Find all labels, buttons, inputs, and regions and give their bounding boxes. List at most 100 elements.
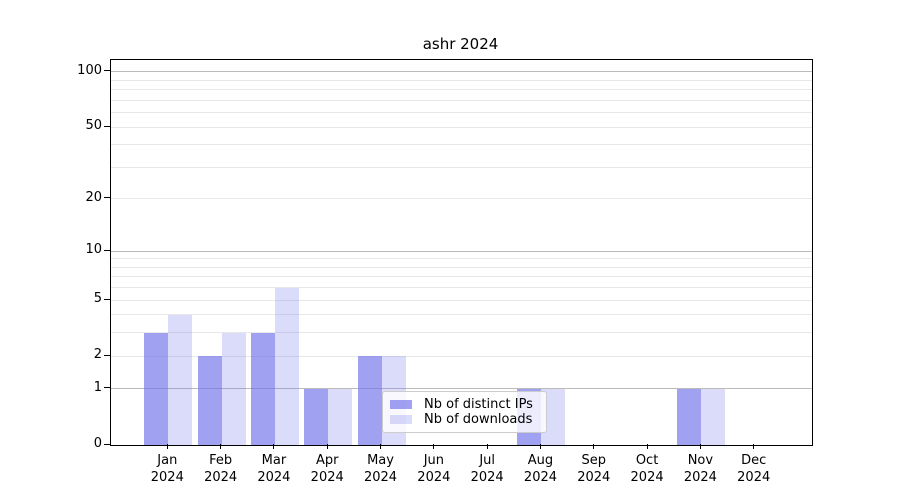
- bar-apr-distinct-ips: [304, 388, 329, 445]
- x-tick-mark: [486, 444, 488, 449]
- x-tick-label-month: Feb: [209, 453, 233, 468]
- x-tick-label-year: 2024: [257, 470, 291, 485]
- gridline-minor: [111, 166, 812, 168]
- legend-label-distinct-ips: Nb of distinct IPs: [424, 397, 533, 412]
- x-tick-mark: [326, 444, 328, 449]
- gridline-minor: [111, 355, 812, 357]
- x-tick-mark: [753, 444, 755, 449]
- y-tick-label-20: 20: [85, 189, 102, 205]
- x-tick-mark: [699, 444, 701, 449]
- x-tick-mark: [539, 444, 541, 449]
- gridline-minor: [111, 144, 812, 146]
- legend-swatch-downloads: [390, 415, 412, 424]
- x-tick-label-month: Mar: [261, 453, 287, 468]
- x-tick-mark: [646, 444, 648, 449]
- gridline-minor: [111, 112, 812, 114]
- gridline-minor: [111, 287, 812, 289]
- bar-apr-downloads: [328, 388, 353, 445]
- x-tick-mark: [433, 444, 435, 449]
- legend-swatch-distinct-ips: [390, 400, 412, 409]
- y-tick-label-10: 10: [85, 242, 102, 258]
- x-tick-label-oct: Oct 2024: [607, 452, 687, 486]
- y-tick-label-5: 5: [93, 291, 102, 307]
- plot-area: Nb of distinct IPs Nb of downloads: [110, 59, 813, 446]
- x-tick-mark: [593, 444, 595, 449]
- x-tick-label-jun: Jun 2024: [394, 452, 474, 486]
- gridline-minor: [111, 89, 812, 91]
- bar-may-distinct-ips: [357, 356, 382, 445]
- x-tick-label-jul: Jul 2024: [447, 452, 527, 486]
- gridline-major: [111, 71, 812, 73]
- bar-nov-downloads: [701, 388, 726, 445]
- x-tick-label-year: 2024: [204, 470, 238, 485]
- x-tick-mark: [220, 444, 222, 449]
- x-tick-label-month: Aug: [527, 453, 554, 468]
- x-tick-label-month: Oct: [635, 453, 659, 468]
- y-tick-mark: [104, 387, 110, 389]
- x-tick-mark: [166, 444, 168, 449]
- gridline-minor: [111, 258, 812, 260]
- x-tick-label-jan: Jan 2024: [127, 452, 207, 486]
- y-tick-mark: [104, 249, 110, 251]
- gridline-major: [111, 250, 812, 252]
- x-tick-label-mar: Mar 2024: [234, 452, 314, 486]
- y-tick-label-50: 50: [85, 118, 102, 134]
- y-tick-mark: [104, 70, 110, 72]
- gridline-minor: [111, 299, 812, 301]
- gridline-minor: [111, 332, 812, 334]
- x-tick-label-year: 2024: [363, 470, 398, 485]
- gridline-minor: [111, 266, 812, 268]
- x-tick-label-aug: Aug 2024: [500, 452, 580, 486]
- x-tick-label-year: 2024: [310, 470, 344, 485]
- bar-feb-downloads: [221, 332, 246, 445]
- gridline-minor: [111, 198, 812, 200]
- x-tick-label-year: 2024: [470, 470, 504, 485]
- x-tick-label-year: 2024: [683, 470, 717, 485]
- bar-feb-distinct-ips: [197, 356, 222, 445]
- x-tick-label-year: 2024: [737, 470, 771, 485]
- legend-row-distinct-ips: Nb of distinct IPs: [390, 397, 540, 412]
- legend-row-downloads: Nb of downloads: [390, 412, 540, 427]
- x-tick-label-nov: Nov 2024: [660, 452, 740, 486]
- y-tick-label-100: 100: [77, 62, 102, 78]
- x-tick-label-year: 2024: [630, 470, 664, 485]
- bar-jan-downloads: [168, 314, 193, 445]
- x-tick-label-month: Nov: [687, 453, 714, 468]
- bar-jan-distinct-ips: [144, 332, 169, 445]
- x-tick-label-year: 2024: [150, 470, 184, 485]
- bar-mar-downloads: [274, 287, 299, 445]
- y-tick-mark: [104, 443, 110, 445]
- x-tick-label-month: Jan: [157, 453, 178, 468]
- x-tick-label-month: Apr: [315, 453, 339, 468]
- y-tick-label-0: 0: [93, 436, 102, 451]
- y-tick-mark: [104, 197, 110, 199]
- x-tick-label-month: May: [367, 453, 394, 468]
- chart-title: ashr 2024: [422, 35, 499, 53]
- x-tick-label-year: 2024: [523, 470, 558, 485]
- legend-label-downloads: Nb of downloads: [424, 412, 533, 427]
- y-tick-mark: [104, 125, 110, 127]
- y-tick-mark: [104, 298, 110, 300]
- bar-nov-distinct-ips: [677, 388, 702, 445]
- y-tick-mark: [104, 354, 110, 356]
- gridline-minor: [111, 276, 812, 278]
- gridline-major: [111, 388, 812, 390]
- x-tick-label-month: Jul: [479, 453, 495, 468]
- x-tick-label-month: Dec: [741, 453, 767, 468]
- x-tick-label-feb: Feb 2024: [181, 452, 261, 486]
- y-tick-label-1: 1: [93, 379, 102, 395]
- legend: Nb of distinct IPs Nb of downloads: [382, 391, 547, 433]
- x-tick-label-may: May 2024: [341, 452, 421, 486]
- gridline-minor: [111, 99, 812, 101]
- gridline-minor: [111, 79, 812, 81]
- x-tick-label-month: Sep: [581, 453, 607, 468]
- bar-mar-distinct-ips: [250, 332, 275, 445]
- gridline-minor: [111, 314, 812, 316]
- x-tick-mark: [273, 444, 275, 449]
- x-tick-mark: [380, 444, 382, 449]
- x-tick-label-sep: Sep 2024: [554, 452, 634, 486]
- x-tick-label-month: Jun: [423, 453, 444, 468]
- x-tick-label-year: 2024: [417, 470, 451, 485]
- gridline-minor: [111, 126, 812, 128]
